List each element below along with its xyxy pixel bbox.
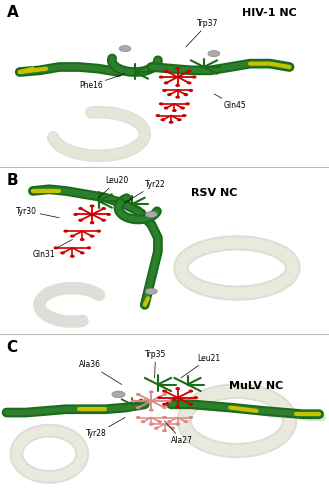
Circle shape	[64, 230, 67, 232]
Circle shape	[164, 107, 168, 109]
Circle shape	[160, 76, 163, 78]
Text: Leu20: Leu20	[99, 176, 129, 198]
Circle shape	[168, 400, 171, 402]
Circle shape	[81, 238, 84, 240]
Text: MuLV NC: MuLV NC	[230, 381, 284, 391]
Circle shape	[184, 421, 188, 422]
Circle shape	[176, 424, 179, 425]
Text: B: B	[7, 172, 18, 188]
Circle shape	[145, 212, 157, 218]
Circle shape	[137, 394, 140, 395]
Circle shape	[150, 409, 153, 411]
Circle shape	[119, 46, 131, 52]
Circle shape	[176, 96, 179, 98]
Circle shape	[176, 68, 179, 70]
Circle shape	[173, 110, 176, 112]
Circle shape	[163, 390, 166, 392]
Circle shape	[183, 114, 186, 116]
Circle shape	[102, 208, 105, 210]
Circle shape	[71, 236, 74, 237]
Circle shape	[112, 391, 125, 398]
Circle shape	[141, 421, 145, 422]
Circle shape	[158, 397, 161, 398]
Circle shape	[145, 288, 157, 294]
Text: Tyr28: Tyr28	[86, 418, 125, 438]
Text: RSV NC: RSV NC	[191, 188, 237, 198]
Circle shape	[188, 82, 191, 84]
Circle shape	[163, 90, 166, 92]
Circle shape	[81, 252, 84, 254]
Circle shape	[54, 247, 58, 248]
Circle shape	[150, 424, 153, 425]
Circle shape	[150, 424, 153, 425]
Circle shape	[194, 397, 197, 398]
Text: Ala36: Ala36	[79, 360, 122, 384]
Circle shape	[178, 119, 181, 120]
Text: C: C	[7, 340, 18, 355]
Circle shape	[171, 428, 174, 429]
Circle shape	[186, 103, 189, 104]
Circle shape	[163, 394, 166, 395]
Circle shape	[163, 416, 166, 418]
Text: Tyr30: Tyr30	[16, 206, 59, 218]
Circle shape	[79, 208, 82, 210]
Circle shape	[71, 256, 74, 257]
Text: Ala27: Ala27	[164, 421, 193, 445]
Circle shape	[164, 82, 168, 84]
Text: Trp35: Trp35	[145, 350, 166, 378]
Circle shape	[164, 70, 168, 72]
Circle shape	[192, 76, 196, 78]
Circle shape	[176, 424, 179, 425]
Circle shape	[97, 230, 100, 232]
Circle shape	[189, 404, 192, 405]
Circle shape	[155, 428, 158, 429]
Circle shape	[74, 214, 77, 215]
Circle shape	[163, 430, 166, 432]
Circle shape	[168, 94, 171, 96]
Circle shape	[176, 388, 179, 390]
Circle shape	[79, 220, 82, 221]
Circle shape	[163, 416, 166, 418]
Circle shape	[169, 122, 173, 123]
Circle shape	[61, 252, 64, 254]
Circle shape	[90, 205, 94, 207]
Text: Trp37: Trp37	[186, 19, 219, 47]
Circle shape	[137, 407, 140, 408]
Circle shape	[90, 222, 94, 224]
Text: Phe16: Phe16	[79, 74, 125, 90]
Circle shape	[163, 404, 166, 405]
Circle shape	[156, 114, 160, 116]
Circle shape	[161, 119, 164, 120]
Circle shape	[189, 90, 192, 92]
Circle shape	[163, 407, 166, 408]
Circle shape	[137, 416, 140, 418]
Text: Gln45: Gln45	[214, 94, 246, 110]
Circle shape	[181, 107, 184, 109]
Circle shape	[176, 406, 179, 407]
Circle shape	[150, 391, 153, 393]
Circle shape	[176, 84, 179, 86]
Text: Tyr22: Tyr22	[125, 180, 165, 203]
Circle shape	[87, 247, 90, 248]
Circle shape	[107, 214, 110, 215]
Circle shape	[132, 400, 135, 402]
Circle shape	[102, 220, 105, 221]
Circle shape	[90, 236, 94, 237]
Text: Gln31: Gln31	[33, 240, 72, 259]
Circle shape	[160, 103, 163, 104]
Circle shape	[189, 416, 192, 418]
Text: HIV-1 NC: HIV-1 NC	[242, 8, 297, 18]
Circle shape	[184, 94, 188, 96]
Circle shape	[158, 421, 161, 422]
Circle shape	[188, 70, 191, 72]
Circle shape	[208, 50, 220, 56]
Circle shape	[168, 421, 171, 422]
Text: A: A	[7, 5, 18, 20]
Circle shape	[189, 390, 192, 392]
Text: Leu21: Leu21	[181, 354, 220, 378]
